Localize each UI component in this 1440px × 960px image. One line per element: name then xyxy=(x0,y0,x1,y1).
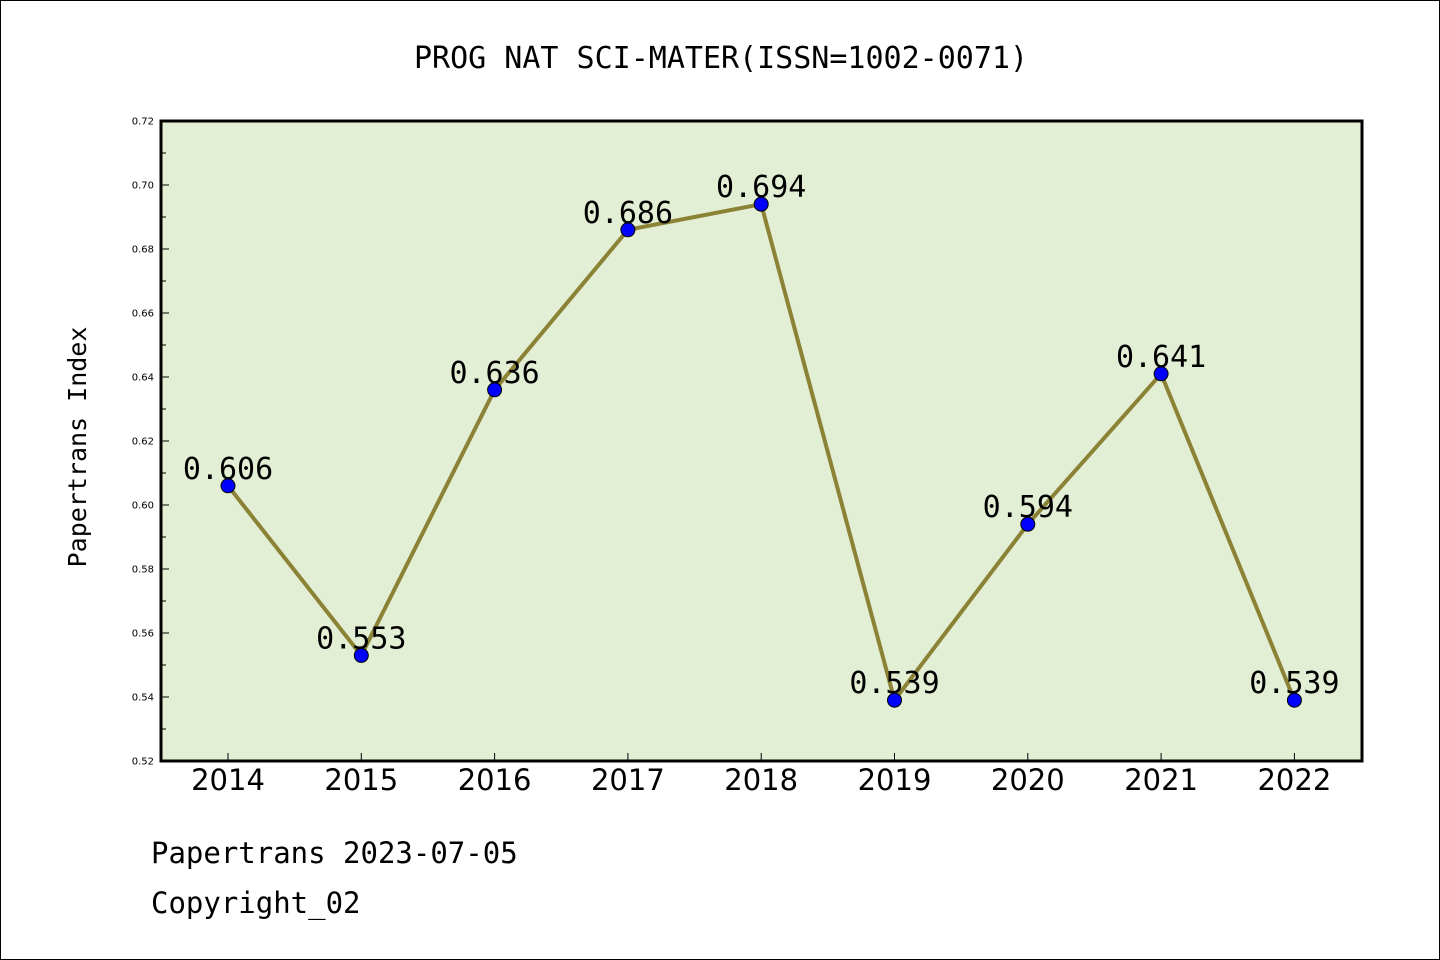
data-point xyxy=(220,478,236,494)
plot-area xyxy=(161,121,1362,761)
y-tick-label: 0.64 xyxy=(132,373,154,384)
y-tick-label: 0.54 xyxy=(132,693,154,704)
data-label: 0.636 xyxy=(449,356,539,391)
data-label: 0.694 xyxy=(716,170,806,205)
x-tick-label: 2017 xyxy=(591,763,665,797)
footer-date: Papertrans 2023-07-05 xyxy=(151,836,518,870)
plot-frame xyxy=(159,119,1364,763)
footer-copyright: Copyright_02 xyxy=(151,886,361,920)
x-tick-label: 2021 xyxy=(1124,763,1198,797)
y-axis: 0.52 0.54 0.56 0.58 0.60 0.62 0.64 0.66 0.68 0.70… xyxy=(132,117,169,768)
data-label: 0.594 xyxy=(983,490,1073,525)
x-tick-label: 2015 xyxy=(324,763,398,797)
data-point xyxy=(887,692,902,708)
y-tick-label: 0.60 xyxy=(132,501,154,512)
data-label: 0.641 xyxy=(1116,340,1206,375)
data-point xyxy=(1020,516,1036,532)
y-tick-label: 0.58 xyxy=(132,565,154,576)
y-tick-label: 0.52 xyxy=(132,757,154,768)
data-point xyxy=(620,222,636,238)
y-tick-label: 0.66 xyxy=(132,309,154,320)
data-point xyxy=(487,382,503,398)
x-axis: 2014 2015 2016 2017 2018 2019 2020 2021 2022 xyxy=(191,753,1331,797)
x-tick-label: 2014 xyxy=(191,763,265,797)
y-tick-label: 0.62 xyxy=(132,437,154,448)
data-point xyxy=(353,647,369,663)
chart-title: PROG NAT SCI-MATER(ISSN=1002-0071) xyxy=(414,41,1028,76)
series-markers xyxy=(220,196,1302,708)
x-tick-label: 2016 xyxy=(458,763,532,797)
data-label: 0.606 xyxy=(183,452,273,487)
data-point xyxy=(753,196,769,212)
y-tick-label: 0.70 xyxy=(132,181,154,192)
y-tick-label: 0.68 xyxy=(132,245,154,256)
y-tick-label: 0.72 xyxy=(132,117,154,128)
y-tick-label: 0.56 xyxy=(132,629,154,640)
data-label: 0.539 xyxy=(849,666,939,701)
data-labels: 0.606 0.553 0.636 0.686 0.694 0.539 0.594 0.641… xyxy=(183,170,1340,701)
x-tick-label: 2018 xyxy=(724,763,798,797)
data-label: 0.553 xyxy=(316,621,406,656)
data-point xyxy=(1153,366,1169,382)
y-axis-label: Papertrans Index xyxy=(63,327,92,568)
x-tick-label: 2022 xyxy=(1257,763,1331,797)
data-point xyxy=(1286,692,1302,708)
x-tick-label: 2019 xyxy=(858,763,932,797)
x-tick-label: 2020 xyxy=(991,763,1065,797)
data-label: 0.686 xyxy=(583,196,673,231)
data-label: 0.539 xyxy=(1249,666,1339,701)
